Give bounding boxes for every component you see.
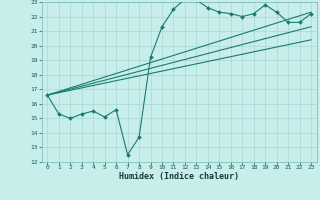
X-axis label: Humidex (Indice chaleur): Humidex (Indice chaleur) [119, 172, 239, 181]
